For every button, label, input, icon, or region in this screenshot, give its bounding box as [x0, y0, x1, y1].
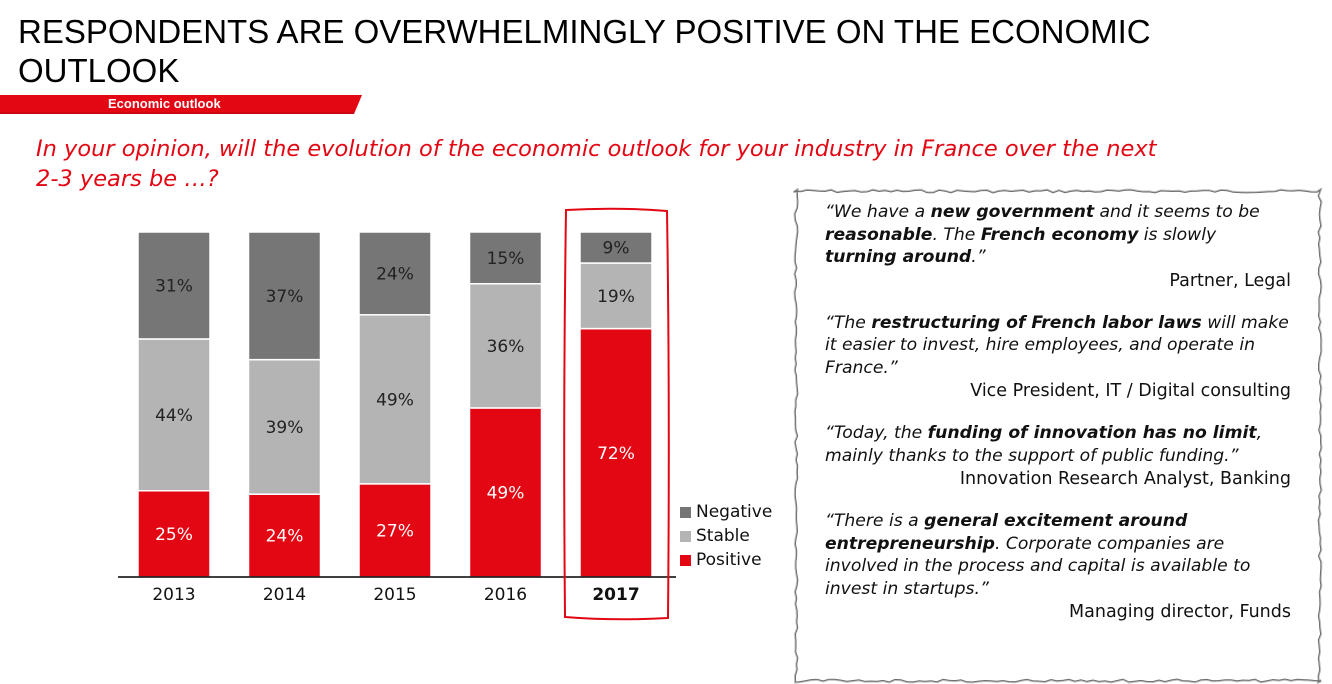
bar-segment-positive-2013 — [137, 490, 211, 578]
x-tick-label-2017: 2017 — [592, 585, 639, 605]
legend-item-negative: Negative — [680, 500, 772, 524]
quote-segment: and it seems to be — [1094, 202, 1260, 222]
quote-segment: .” — [971, 247, 986, 267]
data-label-negative-2014: 37% — [266, 287, 304, 307]
x-tick-label-2014: 2014 — [263, 585, 306, 605]
legend-label-stable: Stable — [696, 526, 750, 546]
data-label-negative-2016: 15% — [487, 249, 525, 269]
bar-segment-stable-2016 — [468, 283, 543, 409]
legend-label-positive: Positive — [696, 550, 762, 570]
quote-source: Vice President, IT / Digital consulting — [970, 381, 1291, 401]
data-label-positive-2015: 27% — [376, 521, 414, 541]
quote-source: Managing director, Funds — [1069, 602, 1291, 622]
quote-segment: . The — [932, 224, 981, 245]
bar-segment-positive-2017 — [579, 327, 653, 578]
quote-emphasis: turning around — [825, 247, 972, 267]
stacked-bar-chart: 25% 44% 31% 2013 24% 39% 37% 2014 27% 49% 24% 2015 4… — [118, 207, 676, 621]
section-banner: Economic outlook — [0, 95, 362, 114]
quotes-list: “We have a new government and it seems t… — [825, 201, 1291, 643]
quote-segment: “There is a — [825, 511, 925, 531]
data-label-stable-2013: 44% — [155, 406, 193, 426]
quote-emphasis: new government — [930, 202, 1095, 222]
quote-item: “Today, the funding of innovation has no… — [825, 422, 1291, 491]
quote-emphasis: general excitement around entrepreneursh… — [825, 511, 1188, 554]
quote-text: “Today, the funding of innovation has no… — [825, 422, 1291, 467]
quotes-panel-torn-border — [793, 188, 1323, 684]
quote-segment: “We have a — [825, 202, 931, 222]
bar-segment-stable-2015 — [358, 314, 432, 485]
data-label-positive-2016: 49% — [487, 483, 525, 503]
legend-item-stable: Stable — [680, 524, 772, 548]
bar-segment-positive-2015 — [358, 483, 432, 578]
legend-swatch-positive — [680, 554, 691, 566]
quote-emphasis: reasonable — [825, 224, 933, 245]
quote-emphasis: restructuring of French labor laws — [871, 312, 1202, 333]
bar-segment-stable-2014 — [247, 358, 322, 495]
quote-segment: will make it easier to invest, hire empl… — [825, 312, 1289, 378]
data-label-stable-2014: 39% — [266, 418, 304, 438]
data-label-negative-2013: 31% — [155, 276, 193, 296]
x-tick-label-2016: 2016 — [484, 585, 527, 605]
quote-segment: , mainly thanks to the support of public… — [825, 423, 1263, 466]
section-banner-shape — [0, 95, 362, 114]
quote-text: “The restructuring of French labor laws … — [825, 312, 1291, 380]
data-label-stable-2015: 49% — [376, 390, 414, 410]
bar-segment-stable-2017 — [579, 262, 653, 330]
bar-segment-negative-2013 — [137, 231, 211, 340]
quote-text: “We have a new government and it seems t… — [825, 201, 1291, 269]
quote-text: “There is a general excitement around en… — [825, 510, 1291, 600]
legend-item-positive: Positive — [680, 548, 772, 572]
data-label-stable-2017: 19% — [597, 287, 635, 307]
data-label-positive-2014: 24% — [266, 527, 304, 547]
data-label-positive-2013: 25% — [155, 525, 193, 545]
quote-item: “We have a new government and it seems t… — [825, 201, 1291, 293]
bar-segment-negative-2017 — [579, 231, 653, 264]
legend-swatch-stable — [680, 530, 691, 542]
legend-label-negative: Negative — [696, 502, 773, 522]
quote-segment: “Today, the — [825, 423, 928, 443]
data-label-positive-2017: 72% — [597, 444, 635, 464]
page-title: RESPONDENTS ARE OVERWHELMINGLY POSITIVE … — [18, 13, 1151, 89]
data-label-stable-2016: 36% — [487, 337, 525, 357]
quote-segment: “The — [825, 312, 872, 333]
bar-segment-stable-2013 — [137, 338, 211, 492]
bar-segment-negative-2015 — [358, 231, 432, 316]
quote-segment: is slowly — [1138, 224, 1217, 245]
section-label: Economic outlook — [108, 96, 221, 111]
data-label-negative-2017: 9% — [603, 239, 630, 259]
bar-segment-negative-2016 — [468, 231, 543, 285]
quote-emphasis: funding of innovation has no limit — [927, 423, 1257, 443]
quote-source: Innovation Research Analyst, Banking — [959, 469, 1291, 489]
x-tick-label-2013: 2013 — [152, 585, 195, 605]
quote-source: Partner, Legal — [1169, 270, 1291, 291]
quote-item: “There is a general excitement around en… — [825, 510, 1291, 624]
legend-swatch-negative — [680, 506, 691, 518]
bar-segment-positive-2014 — [247, 493, 322, 578]
survey-question: In your opinion, will the evolution of t… — [36, 136, 1157, 192]
quote-segment: . Corporate companies are involved in th… — [825, 533, 1251, 599]
data-label-negative-2015: 24% — [376, 264, 414, 284]
quote-item: “The restructuring of French labor laws … — [825, 312, 1291, 404]
x-tick-label-2015: 2015 — [373, 585, 416, 605]
quotes-panel — [793, 188, 1323, 684]
highlight-outline — [563, 207, 670, 621]
bar-segment-negative-2014 — [247, 231, 322, 361]
torn-edge — [793, 188, 1322, 683]
chart-legend: Negative Stable Positive — [680, 500, 772, 572]
quote-emphasis: French economy — [980, 224, 1139, 245]
